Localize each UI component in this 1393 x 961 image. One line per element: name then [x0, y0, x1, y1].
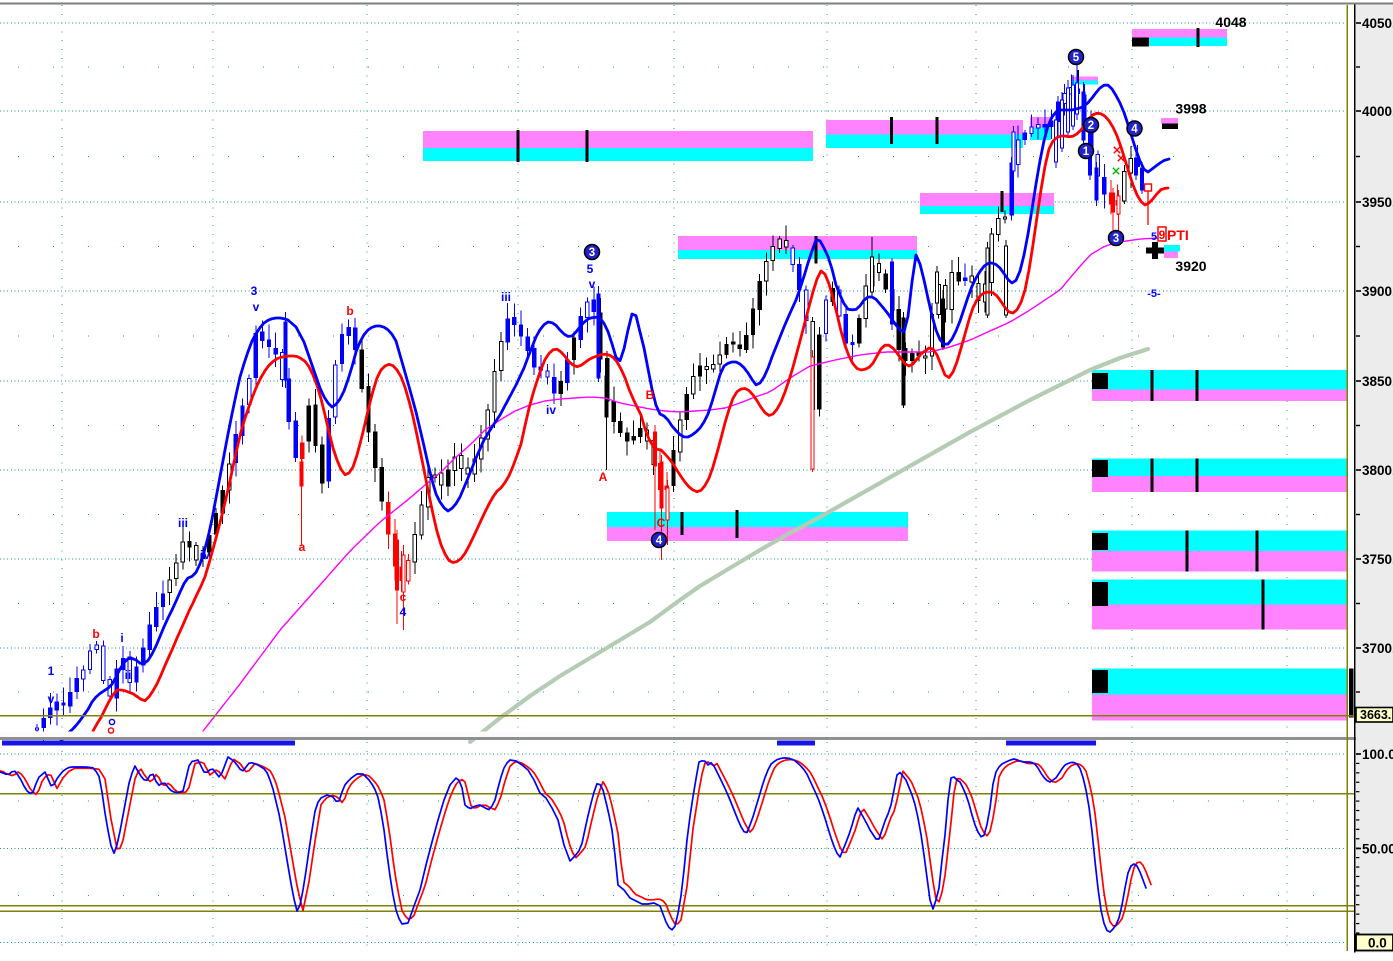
svg-text:b: b	[92, 627, 99, 641]
svg-text:b: b	[346, 304, 353, 318]
svg-text:iii: iii	[501, 290, 511, 304]
svg-text:1: 1	[48, 664, 55, 678]
svg-text:3998: 3998	[1175, 101, 1206, 117]
svg-text:A: A	[599, 470, 608, 484]
svg-text:9: 9	[1159, 228, 1166, 242]
svg-text:v: v	[48, 692, 55, 706]
svg-text:iii: iii	[178, 516, 188, 530]
svg-text:4: 4	[1131, 124, 1138, 136]
svg-text:3850.: 3850.	[1362, 374, 1393, 389]
svg-text:4050.: 4050.	[1362, 16, 1393, 31]
svg-text:a: a	[299, 540, 306, 554]
svg-text:iv: iv	[546, 403, 556, 417]
svg-text:4000.: 4000.	[1362, 104, 1393, 119]
svg-text:-5-: -5-	[1147, 288, 1161, 300]
svg-text:3663.: 3663.	[1360, 708, 1391, 722]
svg-text:4: 4	[656, 535, 663, 547]
svg-text:3: 3	[251, 284, 258, 298]
svg-text:5: 5	[587, 262, 594, 276]
svg-text:iv: iv	[200, 548, 210, 562]
svg-text:3920: 3920	[1175, 258, 1206, 274]
svg-text:0.0: 0.0	[1368, 936, 1387, 951]
svg-text:5: 5	[1073, 52, 1080, 64]
svg-text:c: c	[400, 590, 407, 604]
svg-text:50.00: 50.00	[1362, 842, 1393, 857]
svg-text:i: i	[120, 631, 123, 645]
svg-text:3: 3	[589, 247, 595, 259]
svg-text:5: 5	[1151, 231, 1157, 243]
svg-text:3750.: 3750.	[1362, 552, 1393, 567]
svg-text:B: B	[646, 388, 655, 402]
svg-text:2: 2	[1088, 120, 1094, 132]
svg-text:4: 4	[400, 605, 407, 619]
svg-text:3900.: 3900.	[1362, 284, 1393, 299]
svg-text:3950.: 3950.	[1362, 195, 1393, 210]
svg-text:3: 3	[1113, 233, 1119, 245]
svg-text:ii: ii	[125, 668, 132, 682]
svg-text:C: C	[657, 516, 666, 530]
svg-text:v: v	[253, 300, 260, 314]
svg-text:v: v	[589, 277, 596, 291]
svg-text:1: 1	[1083, 146, 1090, 158]
svg-text:4048: 4048	[1215, 14, 1246, 30]
svg-text:100.0: 100.0	[1362, 747, 1393, 762]
svg-text:3700.: 3700.	[1362, 641, 1393, 656]
svg-text:3800.: 3800.	[1362, 463, 1393, 478]
svg-text:PTI: PTI	[1167, 227, 1189, 243]
